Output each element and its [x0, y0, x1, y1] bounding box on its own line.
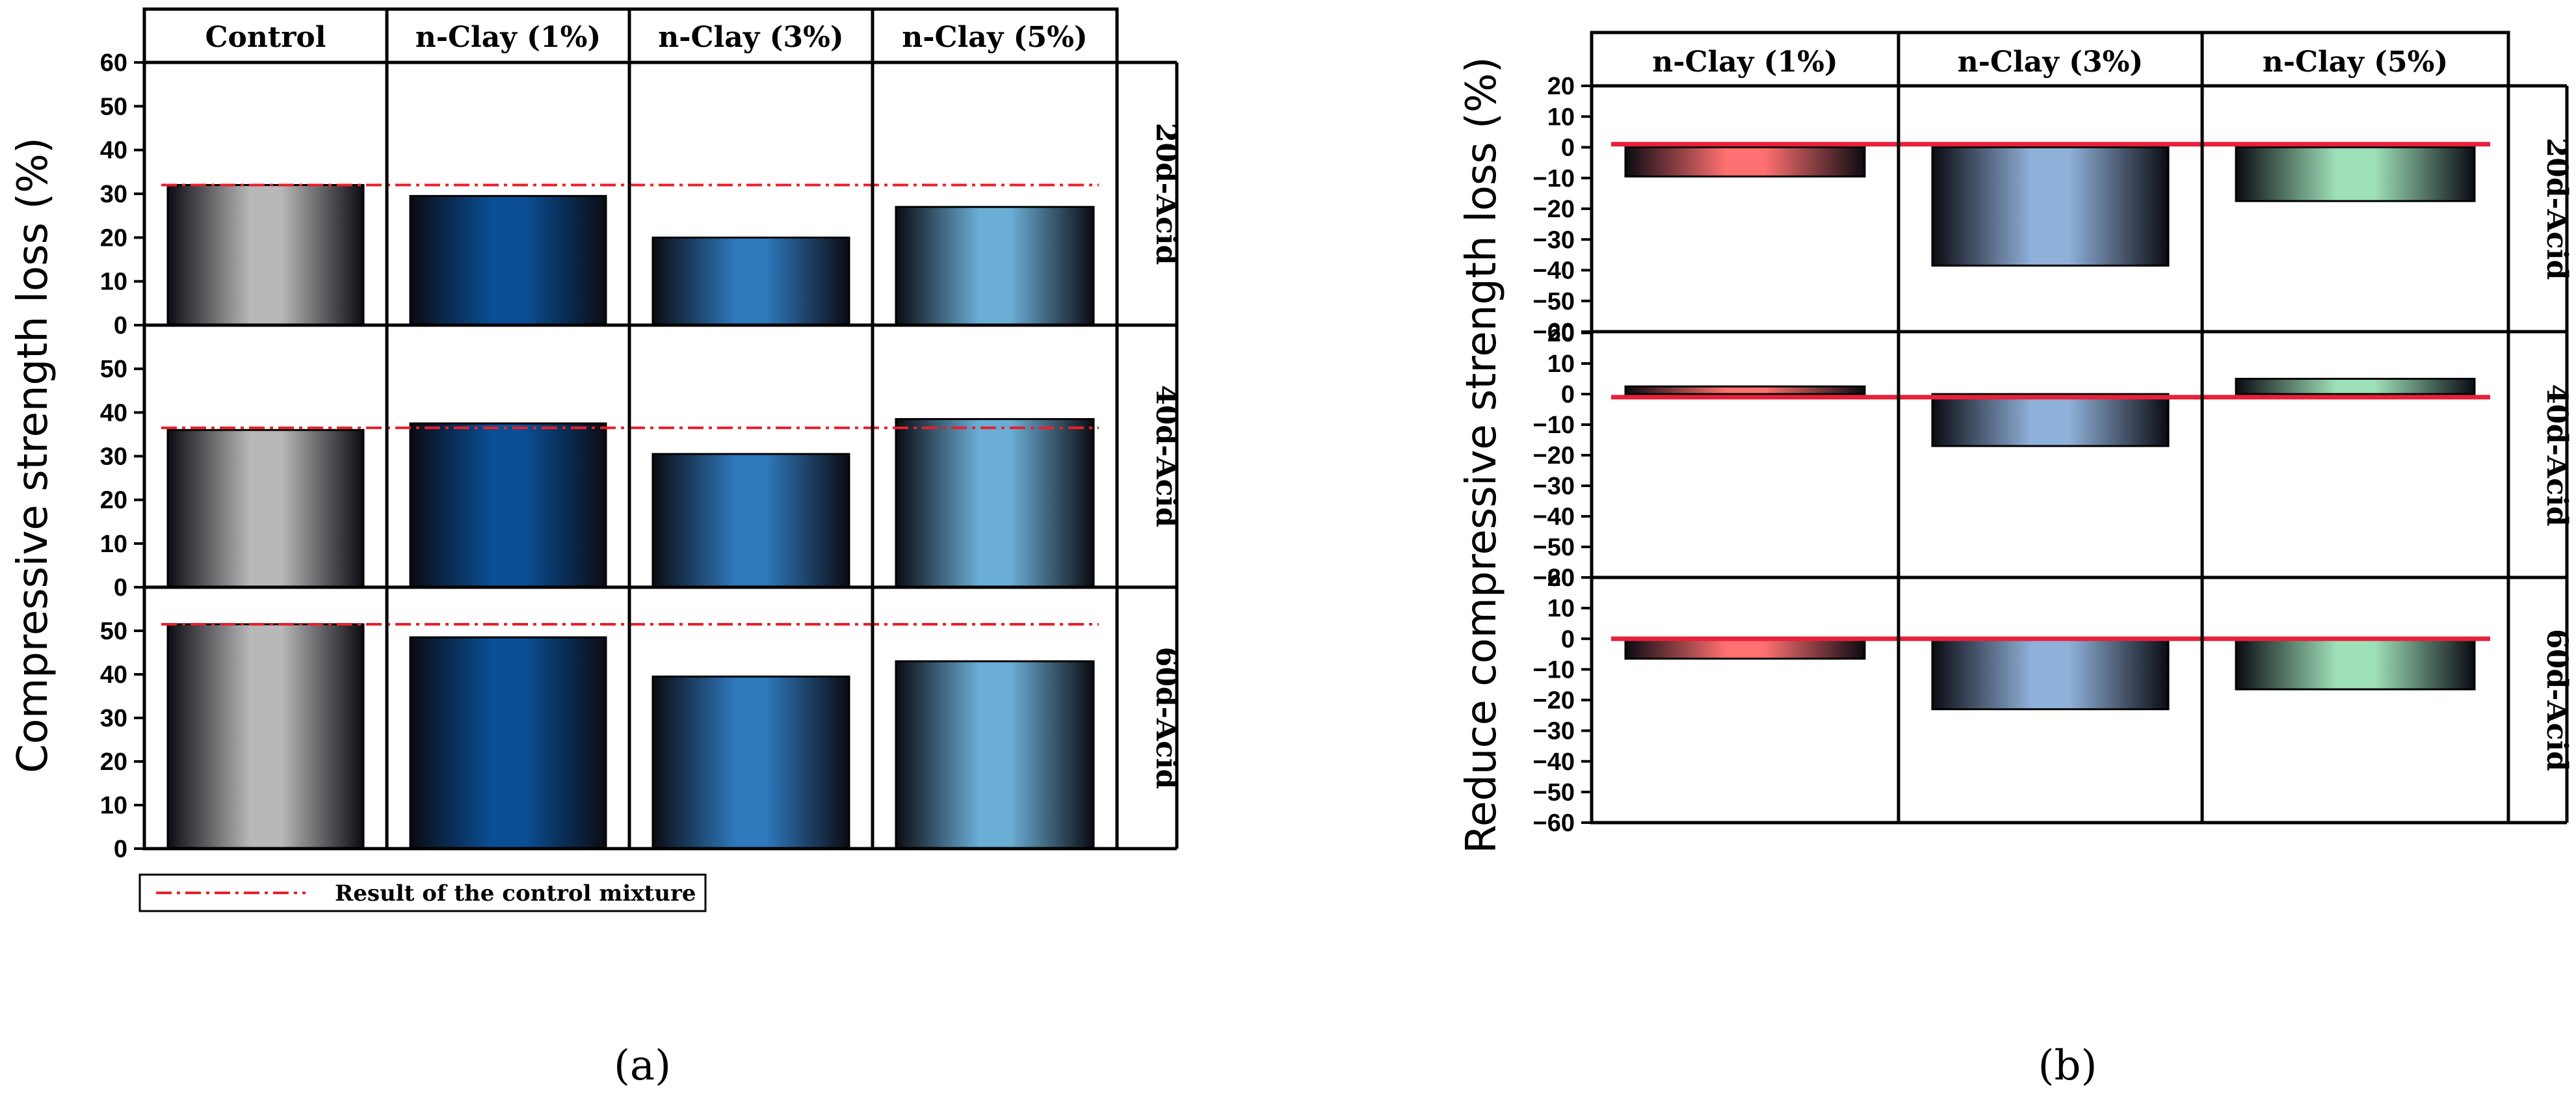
y-tick-label: 10 — [1547, 103, 1575, 131]
header-n-clay-3: n-Clay (3%) — [658, 21, 843, 54]
y-tick-label: 30 — [100, 181, 127, 208]
y-tick-label: 20 — [100, 487, 127, 514]
header-n-clay-5: n-Clay (5%) — [902, 21, 1087, 54]
y-tick-label: 0 — [1561, 626, 1575, 653]
y-tick-label: −30 — [1533, 226, 1575, 254]
bar-40d-acid-n-clay-5 — [895, 417, 1095, 589]
y-tick-label: 20 — [1547, 564, 1575, 592]
legend-box — [138, 873, 707, 912]
bar-20d-acid-n-clay-1 — [1624, 146, 1866, 178]
chart-b: n-Clay (1%) n-Clay (3%) n-Clay (5%) −60 −50 −… — [1458, 31, 2573, 1090]
bar-60d-acid-n-clay-5 — [895, 660, 1095, 850]
y-axis-title: Compressive strength loss (%) — [9, 137, 57, 773]
caption-b: (b) — [2038, 1042, 2097, 1090]
bar-60d-acid-control — [166, 623, 365, 850]
y-tick-label: 10 — [100, 531, 127, 558]
y-tick-label: 30 — [100, 444, 127, 471]
header-control: Control — [205, 21, 326, 54]
y-tick-label: −10 — [1533, 656, 1575, 683]
y-tick-label: −10 — [1533, 412, 1575, 439]
y-tick-label: 50 — [100, 356, 127, 383]
y-tick-label: −60 — [1533, 319, 1575, 346]
y-tick-label: 20 — [100, 224, 127, 252]
y-tick-label: −20 — [1533, 687, 1575, 715]
bar-20d-acid-n-clay-5 — [2235, 146, 2476, 202]
y-tick-label: −20 — [1533, 196, 1575, 223]
bar-40d-acid-n-clay-3 — [1931, 393, 2170, 447]
y-tick-label: 60 — [100, 49, 127, 77]
y-tick-label: 30 — [100, 705, 127, 732]
y-tick-label: −50 — [1533, 779, 1575, 806]
bar-40d-acid-n-clay-5 — [2235, 378, 2476, 395]
y-tick-label: 10 — [1547, 595, 1575, 622]
y-tick-label: −40 — [1533, 748, 1575, 776]
y-tick-label: 10 — [100, 269, 127, 296]
y-tick-label: 0 — [114, 312, 127, 339]
y-tick-label: 0 — [114, 836, 127, 863]
y-tick-label: −10 — [1533, 165, 1575, 192]
bar-20d-acid-n-clay-3 — [1931, 146, 2170, 267]
bar-40d-acid-n-clay-1 — [409, 422, 607, 589]
header-n-clay-3: n-Clay (3%) — [1958, 46, 2143, 79]
header-n-clay-5: n-Clay (5%) — [2263, 46, 2448, 79]
y-tick-label: 0 — [1561, 135, 1575, 162]
y-tick-label: −50 — [1533, 534, 1575, 561]
y-tick-label: 20 — [1547, 73, 1575, 100]
y-tick-label: 50 — [100, 93, 127, 120]
header-n-clay-1: n-Clay (1%) — [415, 21, 601, 54]
y-tick-label: 10 — [100, 792, 127, 819]
bar-60d-acid-n-clay-1 — [409, 636, 607, 850]
y-tick-label: −40 — [1533, 503, 1575, 531]
y-tick-label: 0 — [1561, 381, 1575, 408]
y-tick-label: 50 — [100, 618, 127, 645]
y-tick-label: 40 — [100, 661, 127, 689]
y-tick-label: −60 — [1533, 564, 1575, 592]
y-tick-label: −40 — [1533, 258, 1575, 285]
caption-a: (a) — [614, 1042, 671, 1090]
bar-60d-acid-n-clay-5 — [2235, 637, 2476, 691]
bar-40d-acid-control — [166, 429, 365, 589]
bar-20d-acid-n-clay-5 — [895, 205, 1095, 326]
y-tick-label: −30 — [1533, 473, 1575, 500]
y-tick-label: 40 — [100, 137, 127, 165]
bar-60d-acid-n-clay-3 — [1931, 637, 2170, 711]
y-tick-label: −50 — [1533, 288, 1575, 315]
y-tick-label: −60 — [1533, 810, 1575, 837]
y-axis-title: Reduce compressive strength loss (%) — [1458, 57, 1506, 853]
y-tick-label: −20 — [1533, 442, 1575, 470]
bar-20d-acid-n-clay-1 — [409, 194, 607, 326]
header-n-clay-1: n-Clay (1%) — [1652, 46, 1837, 79]
chart-a: Control n-Clay (1%) n-Clay (3%) n-Clay (5%)… — [9, 7, 1183, 1090]
bar-40d-acid-n-clay-1 — [1624, 385, 1866, 395]
y-tick-label: 20 — [1547, 320, 1575, 347]
y-tick-label: 40 — [100, 399, 127, 427]
legend-label: Result of the control mixture — [335, 881, 696, 907]
y-tick-label: −30 — [1533, 718, 1575, 745]
y-tick-label: 20 — [100, 748, 127, 776]
y-tick-label: 10 — [1547, 351, 1575, 378]
bar-60d-acid-n-clay-3 — [651, 675, 850, 850]
bar-60d-acid-n-clay-1 — [1624, 637, 1866, 660]
bar-20d-acid-n-clay-3 — [651, 236, 850, 326]
bar-20d-acid-control — [166, 184, 365, 326]
y-tick-label: 0 — [114, 574, 127, 602]
bar-40d-acid-n-clay-3 — [651, 453, 850, 589]
